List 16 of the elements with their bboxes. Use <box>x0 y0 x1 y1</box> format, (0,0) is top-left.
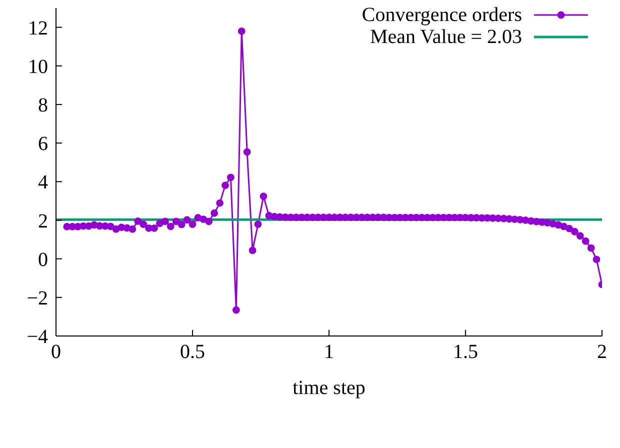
x-tick-label: 1.5 <box>453 341 478 364</box>
y-tick-label: 2 <box>38 210 48 232</box>
y-tick-label: 8 <box>38 94 48 117</box>
y-tick-label: 10 <box>28 56 48 78</box>
y-tick-label: −4 <box>26 326 48 348</box>
legend-label: Convergence orders <box>362 4 522 26</box>
y-tick-label: 6 <box>38 133 48 156</box>
y-tick-label: 0 <box>38 248 48 271</box>
y-tick-label: 12 <box>28 17 48 40</box>
x-tick-label: 2 <box>597 341 607 364</box>
x-tick-label: 1 <box>324 341 334 364</box>
legend-label: Mean Value = 2.03 <box>370 26 522 48</box>
x-tick-label: 0.5 <box>180 341 205 364</box>
y-tick-label: −2 <box>26 288 48 310</box>
x-axis-title: time step <box>292 377 366 399</box>
y-tick-label: 4 <box>38 172 48 194</box>
